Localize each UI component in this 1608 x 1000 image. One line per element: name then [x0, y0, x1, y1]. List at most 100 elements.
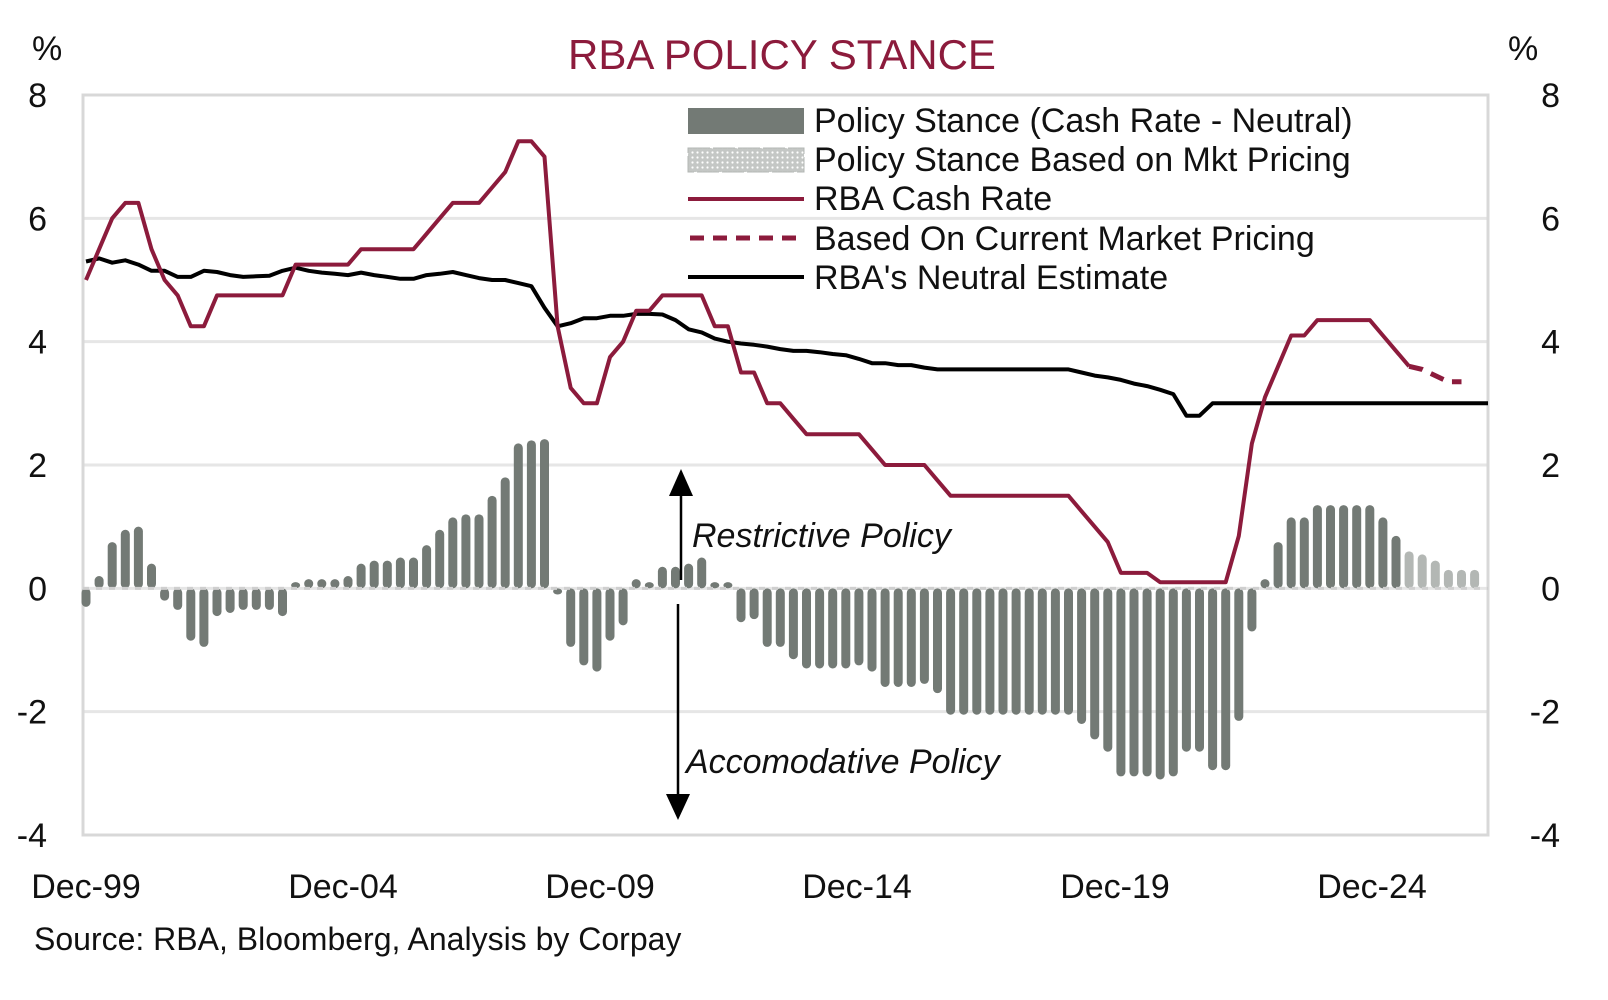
stance-bar [1077, 588, 1087, 724]
stance-bar [1234, 588, 1244, 721]
stance-bar [1037, 588, 1047, 715]
stance-bar [461, 514, 471, 589]
stance-bar [330, 579, 340, 589]
stance-bar [160, 588, 170, 601]
restrictive-arrow [669, 469, 693, 580]
stance-bar [1299, 517, 1309, 589]
stance-bar [487, 495, 497, 589]
y-axis-right: -4 -2 0 2 4 6 8 [1530, 77, 1560, 855]
stance-bar [1155, 588, 1165, 780]
stance-bar [1024, 588, 1034, 715]
legend-label-cash-rate-mkt: Based On Current Market Pricing [814, 220, 1315, 258]
stance-bar [1352, 505, 1362, 589]
arrow-up-icon [669, 469, 693, 496]
stance-bar [867, 588, 877, 672]
stance-mkt-bar [1430, 560, 1440, 589]
restrictive-policy-label: Restrictive Policy [692, 517, 953, 555]
y-tick-label-left: 8 [28, 77, 47, 115]
stance-bar [841, 588, 851, 669]
stance-bar [566, 588, 576, 647]
stance-bar [775, 588, 785, 647]
stance-bar [802, 588, 811, 669]
stance-bar [173, 588, 183, 610]
stance-bar [946, 588, 956, 715]
y-tick-label-right: -2 [1530, 694, 1560, 732]
stance-bar [291, 582, 301, 589]
stance-bar [251, 588, 261, 610]
stance-bar [919, 588, 929, 684]
legend-label-stance: Policy Stance (Cash Rate - Neutral) [814, 102, 1353, 140]
stance-bar [278, 588, 287, 617]
stance-bar [133, 526, 143, 589]
stance-bar [369, 560, 379, 589]
chart-title: RBA POLICY STANCE [568, 31, 996, 78]
stance-bar [343, 576, 353, 589]
policy-stance-bars [81, 439, 1401, 780]
stance-bar [81, 588, 91, 607]
stance-bar [422, 545, 432, 589]
y-axis-unit-left: % [32, 30, 62, 68]
stance-bar [710, 582, 720, 589]
stance-bar [1129, 588, 1139, 777]
cash-rate-line [84, 139, 1411, 585]
stance-bar [1260, 579, 1270, 589]
stance-bar [723, 582, 733, 589]
stance-bar [1181, 588, 1191, 752]
stance-bar [448, 517, 458, 589]
legend-swatch-stance-mkt [687, 147, 805, 173]
y-tick-label-left: 4 [28, 324, 47, 362]
y-tick-label-left: -2 [17, 694, 47, 732]
y-tick-label-right: 0 [1541, 570, 1560, 608]
source-note: Source: RBA, Bloomberg, Analysis by Corp… [34, 921, 681, 957]
stance-bar [186, 588, 196, 641]
stance-bar [1011, 588, 1021, 715]
stance-bar [526, 440, 536, 589]
stance-bar [1391, 535, 1401, 589]
stance-bar [1168, 588, 1178, 777]
stance-bar [382, 560, 392, 589]
stance-bar [644, 582, 654, 589]
stance-bar [762, 588, 772, 647]
stance-bar [749, 588, 759, 620]
stance-bar [513, 443, 523, 589]
stance-bar [1378, 517, 1388, 589]
legend-label-cash-rate: RBA Cash Rate [814, 180, 1052, 218]
x-tick-label: Dec-09 [545, 868, 655, 906]
gridlines [83, 216, 1488, 714]
stance-bar [998, 588, 1008, 715]
stance-bar [671, 566, 680, 589]
stance-bar [1286, 517, 1296, 589]
stance-bar [893, 588, 903, 687]
stance-bar [120, 529, 130, 589]
y-tick-label-left: -4 [17, 817, 47, 855]
policy-stance-mkt-bars [1404, 551, 1480, 589]
stance-bar [815, 588, 825, 669]
stance-bar [317, 579, 327, 589]
stance-bar [1142, 588, 1152, 777]
stance-bar [225, 588, 235, 613]
arrow-down-icon [666, 794, 690, 820]
stance-bar [1208, 588, 1218, 771]
stance-bar [1050, 588, 1060, 715]
stance-bar [107, 542, 117, 589]
y-tick-label-right: 8 [1541, 77, 1560, 115]
y-tick-label-right: 6 [1541, 200, 1560, 238]
stance-bar [147, 563, 156, 589]
plot-frame [81, 93, 1490, 837]
stance-bar [1221, 588, 1231, 771]
y-tick-label-right: 4 [1541, 324, 1560, 362]
stance-bar [356, 563, 366, 589]
stance-bar [972, 588, 982, 715]
stance-mkt-bar [1404, 551, 1414, 589]
stance-bar [1312, 505, 1322, 589]
stance-bar [264, 588, 274, 610]
stance-bar [684, 563, 694, 589]
stance-bar [1326, 505, 1335, 589]
stance-bar [657, 566, 667, 589]
legend: Policy Stance (Cash Rate - Neutral) Poli… [687, 102, 1353, 297]
stance-bar [1195, 588, 1204, 752]
stance-bar [959, 588, 969, 715]
stance-bar [697, 557, 707, 589]
y-axis-unit-right: % [1508, 30, 1538, 68]
stance-bar [631, 579, 641, 589]
